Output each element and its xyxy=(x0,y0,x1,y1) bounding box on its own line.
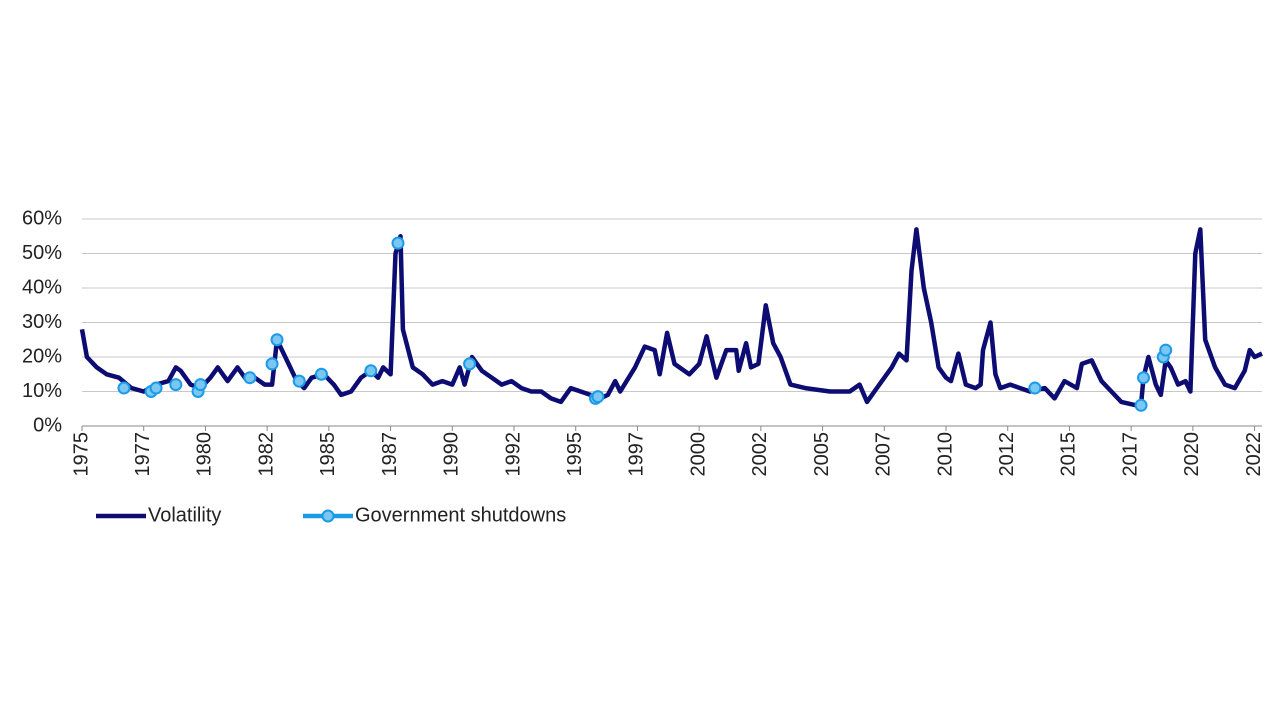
shutdown-marker xyxy=(391,236,405,250)
shutdown-marker xyxy=(314,367,328,381)
x-tick-label: 2005 xyxy=(811,432,833,477)
x-tick-label: 2015 xyxy=(1058,432,1080,477)
shutdown-marker xyxy=(270,333,284,347)
shutdown-marker xyxy=(1159,343,1173,357)
shutdown-marker xyxy=(292,374,306,388)
y-tick-label: 20% xyxy=(22,345,62,367)
x-tick-label: 2002 xyxy=(749,432,771,477)
x-tick-label: 1992 xyxy=(502,432,524,477)
y-tick-label: 0% xyxy=(33,414,62,436)
shutdown-marker xyxy=(193,378,207,392)
x-tick-label: 2007 xyxy=(873,432,895,477)
shutdown-marker xyxy=(1028,381,1042,395)
y-tick-label: 30% xyxy=(22,311,62,333)
y-tick-label: 60% xyxy=(22,207,62,229)
shutdown-marker xyxy=(591,390,605,404)
shutdown-marker xyxy=(169,378,183,392)
shutdown-marker xyxy=(364,364,378,378)
x-tick-label: 1975 xyxy=(70,432,92,477)
x-tick-label: 1990 xyxy=(441,432,463,477)
x-tick-label: 2012 xyxy=(996,432,1018,477)
y-tick-label: 10% xyxy=(22,380,62,402)
x-tick-label: 2020 xyxy=(1181,432,1203,477)
x-tick-label: 1995 xyxy=(564,432,586,477)
x-tick-label: 1977 xyxy=(132,432,154,477)
x-tick-label: 1987 xyxy=(379,432,401,477)
y-tick-label: 40% xyxy=(22,276,62,298)
shutdown-marker xyxy=(117,381,131,395)
x-tick-label: 2017 xyxy=(1119,432,1141,477)
legend-label: Volatility xyxy=(148,504,221,526)
legend-label: Government shutdowns xyxy=(355,504,566,526)
x-tick-label: 1985 xyxy=(317,432,339,477)
shutdown-marker xyxy=(265,357,279,371)
y-tick-label: 50% xyxy=(22,242,62,264)
x-tick-label: 2000 xyxy=(687,432,709,477)
volatility-line xyxy=(79,227,1263,408)
x-tick-label: 2022 xyxy=(1243,432,1265,477)
shutdown-marker xyxy=(463,357,477,371)
legend-marker xyxy=(321,509,335,523)
shutdown-marker xyxy=(149,381,163,395)
x-tick-label: 2010 xyxy=(934,432,956,477)
shutdown-marker xyxy=(1137,371,1151,385)
x-tick-label: 1980 xyxy=(194,432,216,477)
shutdown-marker xyxy=(243,371,257,385)
x-tick-label: 1982 xyxy=(255,432,277,477)
x-tick-label: 1997 xyxy=(626,432,648,477)
shutdown-marker xyxy=(1134,398,1148,412)
